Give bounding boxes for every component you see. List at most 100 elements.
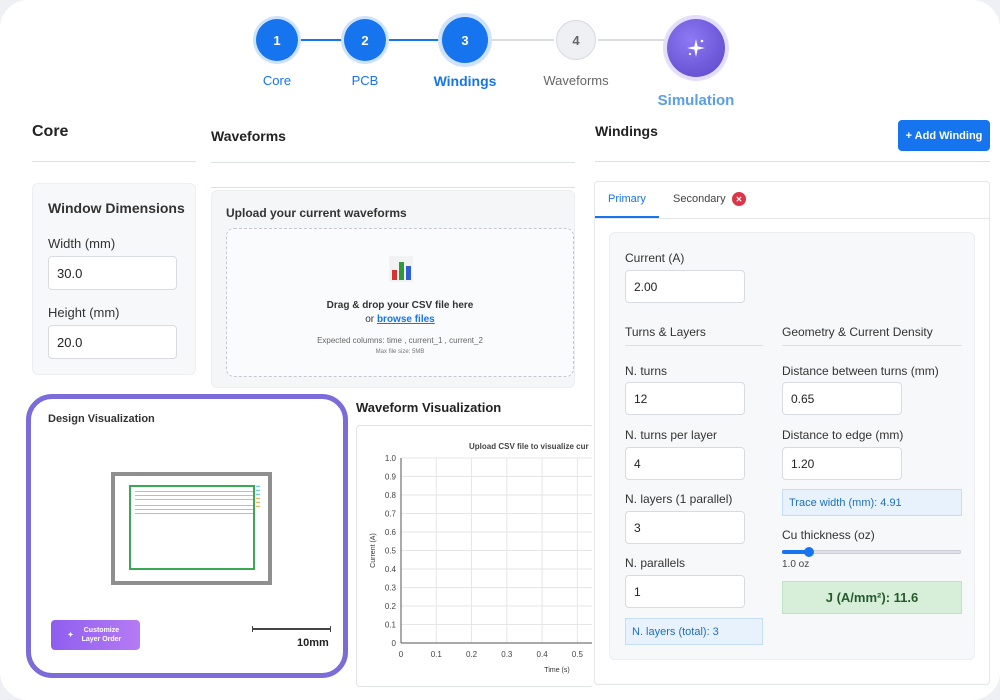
chart-title: Upload CSV file to visualize cur	[469, 442, 589, 451]
height-label: Height (mm)	[48, 305, 120, 320]
y-tick-label: 0.8	[385, 491, 397, 500]
tab-divider	[595, 218, 989, 219]
distance-edge-label: Distance to edge (mm)	[782, 428, 904, 442]
layer-line	[135, 491, 253, 492]
windings-title: Windings	[595, 123, 658, 139]
core-title: Core	[32, 123, 69, 140]
stepper-connector	[488, 39, 554, 41]
customize-label: Customize Layer Order	[81, 627, 122, 643]
distance-turns-input[interactable]: 0.65	[782, 382, 902, 415]
turns-per-layer-label: N. turns per layer	[625, 428, 718, 442]
y-tick-label: 0.6	[385, 528, 397, 537]
pcb-winding-area	[129, 485, 255, 570]
add-winding-button[interactable]: + Add Winding	[898, 120, 990, 151]
stepper-connector	[386, 39, 442, 41]
x-tick-label: 0.2	[466, 650, 478, 659]
slider-fill	[782, 550, 809, 554]
turns-layers-title: Turns & Layers	[625, 325, 706, 339]
waveform-viz-title: Waveform Visualization	[356, 400, 502, 415]
waveform-chart: Upload CSV file to visualize cur 0 0.1 0.2 0…	[370, 442, 593, 674]
scale-label: 10mm	[297, 637, 329, 649]
y-tick-label: 0.5	[385, 547, 397, 556]
trace-width-info: Trace width (mm): 4.91	[782, 489, 962, 516]
step-pcb[interactable]: 2	[344, 19, 386, 61]
or-text: or	[365, 314, 375, 325]
browse-line: or browse files	[227, 314, 573, 325]
x-tick-label: 0.4	[537, 650, 549, 659]
step-label-windings: Windings	[433, 73, 497, 89]
step-core[interactable]: 1	[256, 19, 298, 61]
step-waveforms[interactable]: 4	[556, 20, 596, 60]
step-simulation[interactable]	[667, 19, 725, 77]
tab-primary[interactable]: Primary	[595, 182, 659, 218]
divider	[595, 161, 990, 162]
y-tick-label: 0.9	[385, 473, 397, 482]
step-windings[interactable]: 3	[442, 17, 488, 63]
step-label-core: Core	[262, 73, 292, 88]
n-layers-input[interactable]: 3	[625, 511, 745, 544]
y-tick-label: 0.1	[385, 621, 397, 630]
layers-total-info: N. layers (total): 3	[625, 618, 763, 645]
tab-secondary[interactable]: Secondary	[673, 193, 726, 205]
y-tick-label: 0.3	[385, 584, 397, 593]
divider	[32, 161, 196, 162]
y-axis-label: Current (A)	[370, 533, 377, 568]
layer-line	[135, 509, 253, 510]
upload-card: Upload your current waveforms Drag & dro…	[211, 190, 575, 388]
stepper-connector	[298, 39, 344, 41]
n-layers-label: N. layers (1 parallel)	[625, 492, 733, 506]
divider	[625, 345, 763, 346]
max-size-text: Max file size: 5MB	[375, 349, 425, 355]
layer-line	[135, 513, 253, 514]
distance-edge-input[interactable]: 1.20	[782, 447, 902, 480]
drop-text: Drag & drop your CSV file here	[326, 300, 474, 311]
cu-thickness-value: 1.0 oz	[782, 559, 810, 570]
core-panel: Core Window Dimensions Width (mm) 30.0 H…	[24, 108, 196, 384]
expected-columns-text: Expected columns: time , current_1 , cur…	[317, 336, 483, 345]
n-turns-input[interactable]: 12	[625, 382, 745, 415]
current-input[interactable]: 2.00	[625, 270, 745, 303]
window-dimensions-card: Window Dimensions Width (mm) 30.0 Height…	[32, 183, 196, 375]
x-axis-label: Time (s)	[544, 667, 569, 674]
width-label: Width (mm)	[48, 236, 116, 251]
core-window-outline: ▬ ▬ ▬ ▬ ▬ ▬	[111, 472, 272, 585]
browse-files-link[interactable]: browse files	[376, 314, 435, 325]
design-viz-title: Design Visualization	[48, 413, 155, 425]
slider-thumb[interactable]	[803, 547, 814, 557]
waveform-chart-card: Upload CSV file to visualize cur 0 0.1 0.2 0…	[356, 425, 594, 687]
turns-per-layer-input[interactable]: 4	[625, 447, 745, 480]
windings-panel: Windings + Add Winding Primary Secondary…	[592, 110, 1000, 690]
height-input[interactable]: 20.0	[48, 325, 177, 359]
cu-thickness-label: Cu thickness (oz)	[782, 528, 875, 542]
distance-turns-label: Distance between turns (mm)	[782, 364, 939, 378]
remove-secondary-icon[interactable]: ✕	[732, 192, 746, 206]
x-tick-label: 0.1	[431, 650, 443, 659]
waveforms-panel: Waveforms Upload your current waveforms …	[206, 114, 586, 390]
y-tick-label: 0	[392, 639, 397, 648]
n-parallels-label: N. parallels	[625, 556, 686, 570]
window-dimensions-title: Window Dimensions	[48, 200, 185, 216]
layer-line	[135, 499, 253, 500]
y-tick-label: 0.7	[385, 510, 397, 519]
y-tick-label: 1.0	[385, 454, 397, 463]
stepper: 1 2 3 4 Core PCB Windings Waveforms Simu…	[0, 0, 1000, 110]
waveform-viz-panel: Waveform Visualization Upload CSV file t…	[342, 390, 594, 695]
layer-labels: ▬ ▬ ▬ ▬ ▬ ▬	[256, 483, 260, 508]
waveforms-title: Waveforms	[211, 128, 286, 144]
step-label-waveforms: Waveforms	[543, 73, 609, 88]
divider	[211, 162, 575, 163]
layer-line	[135, 505, 253, 506]
current-density-box: J (A/mm²): 11.6	[782, 581, 962, 614]
sparkle-icon: ✦	[67, 631, 74, 639]
cu-thickness-slider[interactable]	[782, 547, 961, 557]
y-tick-label: 0.4	[385, 565, 397, 574]
scale-bar	[252, 626, 331, 632]
n-parallels-input[interactable]: 1	[625, 575, 745, 608]
customize-layer-order-button[interactable]: ✦ Customize Layer Order	[51, 620, 140, 650]
width-input[interactable]: 30.0	[48, 256, 177, 290]
csv-dropzone[interactable]: Drag & drop your CSV file here or browse…	[226, 228, 574, 377]
divider	[211, 187, 575, 188]
x-tick-label: 0.5	[572, 650, 584, 659]
x-tick-label: 0.3	[501, 650, 513, 659]
